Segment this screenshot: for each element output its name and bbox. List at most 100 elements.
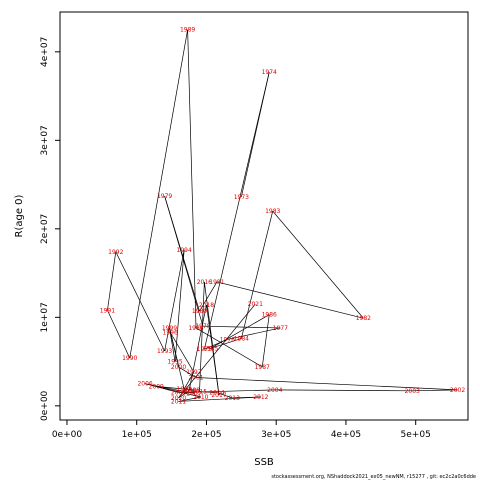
y-tick-label: 1e+07 xyxy=(40,302,50,332)
trajectory-segment-2020-2021 xyxy=(178,303,256,399)
trajectory-segment-2019-2020 xyxy=(178,390,190,399)
year-point-1999: 1999 xyxy=(162,325,177,332)
trajectory-segment-1999-2000 xyxy=(169,327,179,367)
year-point-1991: 1991 xyxy=(100,307,115,314)
year-point-2004: 2004 xyxy=(267,387,282,394)
year-point-1987: 1987 xyxy=(255,364,270,371)
year-point-1986: 1986 xyxy=(262,312,277,319)
year-point-1973: 1973 xyxy=(234,194,249,201)
year-point-2009: 2009 xyxy=(149,383,164,390)
year-point-2000: 2000 xyxy=(171,364,186,371)
year-point-1990: 1990 xyxy=(122,355,137,362)
year-point-2021: 2021 xyxy=(248,301,263,308)
trajectory-segment-2001-2002 xyxy=(195,377,458,391)
trajectory-segment-1974-1975 xyxy=(204,72,270,350)
x-axis-title: SSB xyxy=(254,457,274,468)
trajectory-segment-2012-2013 xyxy=(232,396,261,399)
year-point-1983: 1983 xyxy=(265,208,280,215)
x-tick-label: 0e+00 xyxy=(52,430,83,440)
year-point-2005: 2005 xyxy=(171,390,186,397)
trajectory-segment-1995-1996 xyxy=(169,332,176,362)
y-axis: 0e+00 1e+07 2e+07 3e+07 4e+07 xyxy=(40,37,60,421)
year-point-1996: 1996 xyxy=(163,329,178,336)
trajectory-segment-1988-1989 xyxy=(187,29,197,328)
year-point-2002: 2002 xyxy=(450,387,465,394)
year-point-2015: 2015 xyxy=(192,389,207,396)
year-point-1984: 1984 xyxy=(234,336,249,343)
plot-frame xyxy=(59,11,469,421)
x-tick-label: 3e+05 xyxy=(261,430,291,440)
trajectory-segment-2009-2010 xyxy=(156,386,201,398)
trajectory-segment-1987-1988 xyxy=(195,327,263,368)
trajectory-segment-2013-2014 xyxy=(216,392,233,399)
y-tick-label: 4e+07 xyxy=(40,37,50,67)
year-point-1974: 1974 xyxy=(262,69,277,76)
trajectory-segment-2002-2003 xyxy=(412,389,458,392)
trajectory-segment-2000-2001 xyxy=(178,366,197,378)
trajectory-segment-2018-2019 xyxy=(188,304,207,391)
trajectory-segment-1991-1992 xyxy=(107,251,117,311)
trajectory-segment-1982-1983 xyxy=(272,210,364,319)
trajectory-segment-1980-1981 xyxy=(199,281,218,312)
x-axis: 0e+00 1e+05 2e+05 3e+05 4e+05 5e+05 xyxy=(52,420,431,440)
trajectory-segment-2014-2015 xyxy=(199,391,217,393)
trajectory-segment-2003-2004 xyxy=(274,389,413,392)
year-point-1997: 1997 xyxy=(186,369,201,376)
year-point-1989: 1989 xyxy=(180,27,195,34)
trajectory-lines xyxy=(107,29,458,402)
year-point-1982: 1982 xyxy=(356,315,371,322)
year-point-1979: 1979 xyxy=(157,193,172,200)
trajectory-segment-1990-1991 xyxy=(107,310,131,359)
x-tick-label: 1e+05 xyxy=(122,430,152,440)
trajectory-segment-1976-1977 xyxy=(227,327,281,340)
trajectory-segment-2006-2007 xyxy=(145,383,194,394)
trajectory-segment-1981-1982 xyxy=(216,281,364,319)
year-point-2007: 2007 xyxy=(186,390,201,397)
year-point-1981: 1981 xyxy=(209,279,224,286)
trajectory-segment-2005-2006 xyxy=(144,383,179,393)
year-point-2013: 2013 xyxy=(225,395,240,402)
trajectory-segment-1989-1990 xyxy=(129,29,188,359)
year-point-1985: 1985 xyxy=(203,345,218,352)
trajectory-segment-1977-1978 xyxy=(202,325,281,329)
trajectory-segment-1986-1987 xyxy=(261,314,270,367)
year-point-2018: 2018 xyxy=(199,302,214,309)
trajectory-segment-2017-2018 xyxy=(206,304,220,396)
year-point-2020: 2020 xyxy=(171,395,186,402)
year-point-1976: 1976 xyxy=(220,336,235,343)
year-point-1992: 1992 xyxy=(108,249,123,256)
trajectory-segment-1984-1985 xyxy=(210,338,242,349)
y-tick-label: 0e+00 xyxy=(40,390,50,421)
year-point-1980: 1980 xyxy=(192,308,207,315)
year-point-1995: 1995 xyxy=(167,359,182,366)
year-point-1975: 1975 xyxy=(197,346,212,353)
year-point-2008: 2008 xyxy=(185,387,200,394)
year-point-2010: 2010 xyxy=(193,394,208,401)
year-labels: 1973 1974 1975 1976 1977 1978 1979 1980 1981 1982… xyxy=(100,27,466,406)
y-tick-label: 3e+07 xyxy=(40,125,50,155)
trajectory-segment-1994-1995 xyxy=(174,250,185,362)
year-point-2003: 2003 xyxy=(405,388,420,395)
trajectory-segment-2007-2008 xyxy=(192,389,195,394)
trajectory-segment-2008-2009 xyxy=(156,386,193,391)
year-point-1998: 1998 xyxy=(177,386,192,393)
x-tick-label: 5e+05 xyxy=(401,430,431,440)
year-point-2001: 2001 xyxy=(188,375,203,382)
year-point-2017: 2017 xyxy=(211,392,226,399)
year-point-1988: 1988 xyxy=(188,325,203,332)
trajectory-segment-1993-1994 xyxy=(164,250,185,352)
trajectory-segment-2015-2016 xyxy=(199,281,205,392)
y-axis-title: R(age 0) xyxy=(14,194,25,237)
footer-note: stockassessment.org, NShaddock2021_ex05_… xyxy=(271,474,476,480)
year-point-1977: 1977 xyxy=(273,325,288,332)
year-point-2011: 2011 xyxy=(171,398,186,405)
trajectory-segment-2004-2005 xyxy=(178,389,275,393)
year-point-2014: 2014 xyxy=(209,390,224,397)
y-tick-label: 2e+07 xyxy=(40,214,50,244)
year-point-2006: 2006 xyxy=(137,381,152,388)
trajectory-segment-1992-1993 xyxy=(115,251,165,352)
x-tick-label: 4e+05 xyxy=(331,430,361,440)
trajectory-segment-1983-1984 xyxy=(240,211,274,339)
year-point-1978: 1978 xyxy=(195,323,210,330)
